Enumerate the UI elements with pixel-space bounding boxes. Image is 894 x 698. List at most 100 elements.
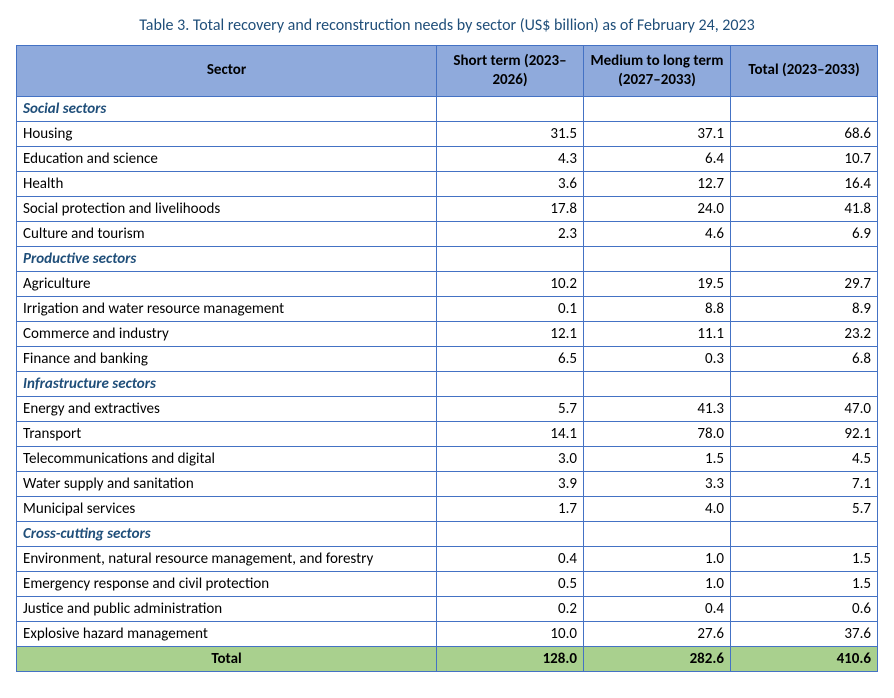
cell-med: 1.0 xyxy=(584,571,731,596)
cell-total: 1.5 xyxy=(731,571,878,596)
cell-total: 6.8 xyxy=(731,346,878,371)
table-row: Social protection and livelihoods17.824.… xyxy=(17,196,878,221)
row-label: Housing xyxy=(17,121,437,146)
row-label: Explosive hazard management xyxy=(17,621,437,646)
cell-short: 5.7 xyxy=(437,396,584,421)
cell-total: 6.9 xyxy=(731,221,878,246)
col-total: Total (2023–2033) xyxy=(731,46,878,97)
table-row: Transport14.178.092.1 xyxy=(17,421,878,446)
cell-total: 47.0 xyxy=(731,396,878,421)
section-blank xyxy=(731,246,878,271)
cell-short: 0.4 xyxy=(437,546,584,571)
section-blank xyxy=(437,96,584,121)
cell-med: 4.6 xyxy=(584,221,731,246)
col-medium-term: Medium to long term (2027–2033) xyxy=(584,46,731,97)
table-row: Energy and extractives5.741.347.0 xyxy=(17,396,878,421)
cell-med: 78.0 xyxy=(584,421,731,446)
cell-med: 12.7 xyxy=(584,171,731,196)
table-row: Education and science4.36.410.7 xyxy=(17,146,878,171)
cell-med: 37.1 xyxy=(584,121,731,146)
section-name: Social sectors xyxy=(17,96,437,121)
row-label: Social protection and livelihoods xyxy=(17,196,437,221)
section-name: Infrastructure sectors xyxy=(17,371,437,396)
section-blank xyxy=(731,371,878,396)
table-row: Emergency response and civil protection0… xyxy=(17,571,878,596)
section-blank xyxy=(584,521,731,546)
row-label: Finance and banking xyxy=(17,346,437,371)
cell-med: 3.3 xyxy=(584,471,731,496)
cell-total: 4.5 xyxy=(731,446,878,471)
row-label: Culture and tourism xyxy=(17,221,437,246)
cell-short: 3.9 xyxy=(437,471,584,496)
section-header-row: Infrastructure sectors xyxy=(17,371,878,396)
cell-short: 12.1 xyxy=(437,321,584,346)
section-blank xyxy=(584,96,731,121)
table-row: Municipal services1.74.05.7 xyxy=(17,496,878,521)
cell-med: 19.5 xyxy=(584,271,731,296)
row-label: Energy and extractives xyxy=(17,396,437,421)
cell-total: 29.7 xyxy=(731,271,878,296)
cell-total: 5.7 xyxy=(731,496,878,521)
cell-total: 1.5 xyxy=(731,546,878,571)
total-row: Total128.0282.6410.6 xyxy=(17,646,878,671)
row-label: Water supply and sanitation xyxy=(17,471,437,496)
cell-short: 2.3 xyxy=(437,221,584,246)
total-short: 128.0 xyxy=(437,646,584,671)
cell-med: 11.1 xyxy=(584,321,731,346)
cell-short: 0.1 xyxy=(437,296,584,321)
cell-med: 6.4 xyxy=(584,146,731,171)
table-title: Table 3. Total recovery and reconstructi… xyxy=(16,16,878,35)
cell-short: 31.5 xyxy=(437,121,584,146)
table-row: Environment, natural resource management… xyxy=(17,546,878,571)
cell-total: 10.7 xyxy=(731,146,878,171)
cell-short: 17.8 xyxy=(437,196,584,221)
cell-total: 23.2 xyxy=(731,321,878,346)
cell-short: 6.5 xyxy=(437,346,584,371)
row-label: Emergency response and civil protection xyxy=(17,571,437,596)
row-label: Health xyxy=(17,171,437,196)
cell-short: 14.1 xyxy=(437,421,584,446)
cell-total: 7.1 xyxy=(731,471,878,496)
row-label: Environment, natural resource management… xyxy=(17,546,437,571)
cell-med: 27.6 xyxy=(584,621,731,646)
table-row: Finance and banking6.50.36.8 xyxy=(17,346,878,371)
cell-short: 10.0 xyxy=(437,621,584,646)
cell-med: 1.0 xyxy=(584,546,731,571)
cell-total: 8.9 xyxy=(731,296,878,321)
cell-med: 1.5 xyxy=(584,446,731,471)
section-header-row: Cross-cutting sectors xyxy=(17,521,878,546)
cell-med: 4.0 xyxy=(584,496,731,521)
row-label: Transport xyxy=(17,421,437,446)
cell-total: 16.4 xyxy=(731,171,878,196)
cell-short: 10.2 xyxy=(437,271,584,296)
section-name: Productive sectors xyxy=(17,246,437,271)
cell-med: 8.8 xyxy=(584,296,731,321)
table-row: Water supply and sanitation3.93.37.1 xyxy=(17,471,878,496)
cell-med: 41.3 xyxy=(584,396,731,421)
section-header-row: Productive sectors xyxy=(17,246,878,271)
row-label: Municipal services xyxy=(17,496,437,521)
cell-total: 37.6 xyxy=(731,621,878,646)
row-label: Irrigation and water resource management xyxy=(17,296,437,321)
cell-total: 41.8 xyxy=(731,196,878,221)
cell-med: 24.0 xyxy=(584,196,731,221)
table-row: Commerce and industry12.111.123.2 xyxy=(17,321,878,346)
col-short-term: Short term (2023–2026) xyxy=(437,46,584,97)
col-sector: Sector xyxy=(17,46,437,97)
row-label: Education and science xyxy=(17,146,437,171)
cell-short: 3.0 xyxy=(437,446,584,471)
section-blank xyxy=(731,521,878,546)
row-label: Telecommunications and digital xyxy=(17,446,437,471)
table-row: Culture and tourism2.34.66.9 xyxy=(17,221,878,246)
cell-med: 0.3 xyxy=(584,346,731,371)
section-blank xyxy=(437,246,584,271)
total-med: 282.6 xyxy=(584,646,731,671)
row-label: Agriculture xyxy=(17,271,437,296)
cell-short: 0.2 xyxy=(437,596,584,621)
section-blank xyxy=(437,371,584,396)
row-label: Justice and public administration xyxy=(17,596,437,621)
cell-total: 0.6 xyxy=(731,596,878,621)
cell-short: 1.7 xyxy=(437,496,584,521)
table-row: Agriculture10.219.529.7 xyxy=(17,271,878,296)
table-row: Housing31.537.168.6 xyxy=(17,121,878,146)
